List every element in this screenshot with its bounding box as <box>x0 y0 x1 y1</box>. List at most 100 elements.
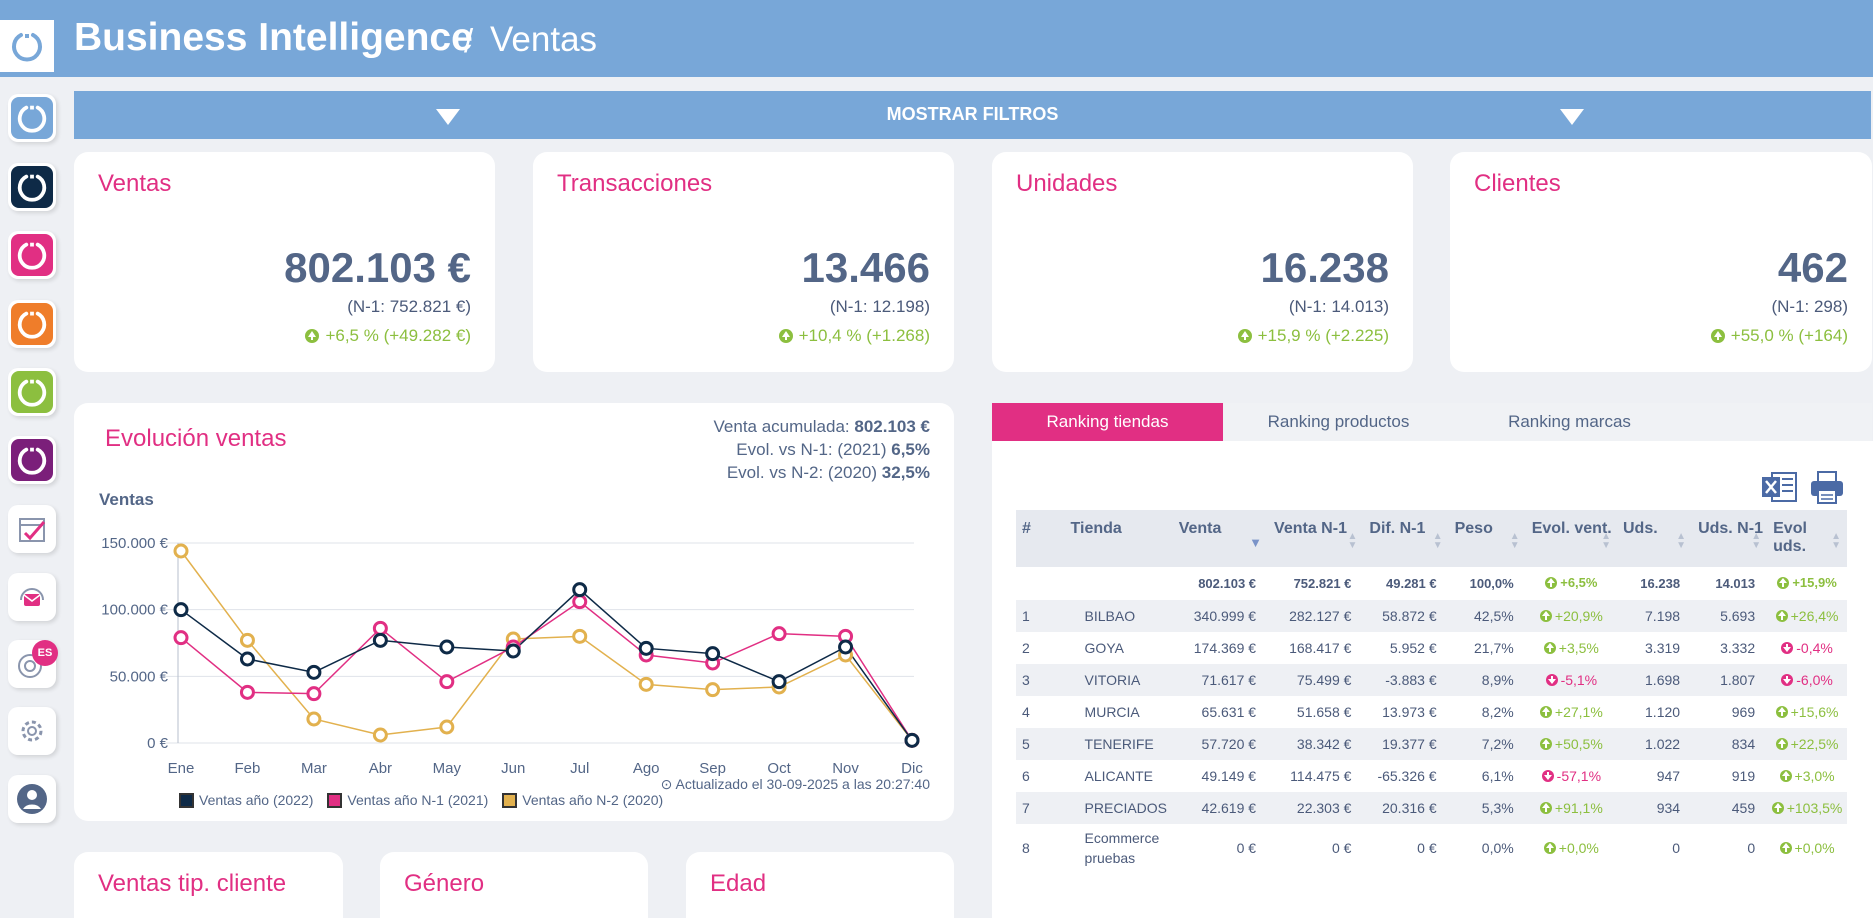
evol-uds: +15,6% <box>1775 704 1839 720</box>
evol-uds: +0,0% <box>1779 840 1835 856</box>
tab-ranking-productos[interactable]: Ranking productos <box>1267 412 1410 431</box>
sort-desc-icon: ▼ <box>1249 535 1263 550</box>
cell-peso: 8,9% <box>1448 664 1526 696</box>
cell-venta: 42.619 € <box>1172 792 1269 824</box>
show-filters-bar[interactable]: MOSTRAR FILTROS <box>74 91 1871 139</box>
sidebar-item-bi-pink[interactable] <box>8 231 56 279</box>
x-tick-label: Ene <box>168 760 195 777</box>
app-logo[interactable] <box>0 20 54 72</box>
series-line-2 <box>180 550 913 741</box>
kpi-previous: (N-1: 14.013) <box>1288 297 1389 316</box>
cell-peso: 6,1% <box>1481 768 1514 784</box>
sidebar-item-bi-navy[interactable] <box>8 163 56 211</box>
cell-uds: 16.238 <box>1640 576 1681 591</box>
data-point <box>705 682 721 698</box>
table-row[interactable]: 5 TENERIFE 57.720 €38.342 €19.377 €7,2% +50… <box>1016 728 1847 760</box>
legend-item[interactable]: Ventas año N-1 (2021) <box>327 792 488 808</box>
col-header-rank: # <box>1016 510 1055 567</box>
card-edad: Edad <box>686 852 954 918</box>
cell-tienda: GOYA <box>1084 640 1124 656</box>
data-point <box>638 676 654 692</box>
print-icon[interactable] <box>1808 470 1846 506</box>
cell-peso: 21,7% <box>1474 640 1514 656</box>
table-row[interactable]: 3 VITORIA 71.617 €75.499 € -3.883 €8,9% -5,1… <box>1016 664 1847 696</box>
tab-ranking-tiendas[interactable]: Ranking tiendas <box>992 403 1223 441</box>
table-row[interactable]: 2 GOYA 174.369 € 168.417 € 5.952 € 21,7% +3,5%… <box>1016 632 1847 664</box>
col-header-uds-n1[interactable]: Uds. N-1 ▲ ▼ <box>1692 510 1768 567</box>
vs-n2-label: Evol. vs N-2: (2020) <box>726 463 878 482</box>
col-header-dif-n1-label: Dif. N-1 <box>1369 520 1426 537</box>
kpi-evolution: +6,5 % (+49.282 €) <box>305 326 471 346</box>
sidebar-item-user-profile-icon[interactable] <box>8 775 56 823</box>
sidebar-item-bi-green[interactable] <box>8 368 56 416</box>
legend-label: Ventas año N-2 (2020) <box>522 792 664 808</box>
cell-venta-n1: 114.475 € <box>1290 768 1352 784</box>
table-total-row: 802.103 € 752.821 € 49.281 € 100,0% +6,5% 16.… <box>1016 567 1847 600</box>
col-header-dif-n1[interactable]: Dif. N-1 ▲ ▼ <box>1363 510 1449 567</box>
cell-evol-vent: +27,1% <box>1526 696 1617 728</box>
col-header-evol-uds[interactable]: Evol uds. ▲ ▼ <box>1767 510 1847 567</box>
kpi-evolution: +55,0 % (+164) <box>1710 326 1848 346</box>
sidebar-item-calendar-check-icon[interactable] <box>8 505 56 553</box>
sort-icon: ▲ ▼ <box>1347 531 1358 551</box>
arrow-up-icon <box>1543 841 1556 854</box>
arrow-up-icon <box>1775 705 1788 718</box>
col-header-evol-vent[interactable]: Evol. vent. ▲ ▼ <box>1525 510 1617 567</box>
evolution-vs-n2: Evol. vs N-2: (2020) 32,5% <box>727 463 930 483</box>
ranking-panel: # Tienda Venta ▼ Venta N-1 ▲ ▼ Dif. N-1 ▲ ▼ P… <box>992 441 1873 918</box>
data-point <box>572 582 588 598</box>
cell-tienda: ALICANTE <box>1084 768 1154 784</box>
legend-swatch <box>502 792 518 808</box>
sort-icon: ▲ ▼ <box>1676 531 1687 551</box>
table-row[interactable]: 7 PRECIADOS 42.619 €22.303 €20.316 €5,3% +9… <box>1016 792 1847 824</box>
arrow-up-icon <box>305 329 320 343</box>
table-row[interactable]: 1 BILBAO 340.999 €282.127 €58.872 €42,5% +2… <box>1016 600 1847 632</box>
tab-ranking-marcas[interactable]: Ranking marcas <box>1508 412 1631 431</box>
bi-orange-module-icon <box>11 303 53 345</box>
cell-venta-n1: 752.821 € <box>1293 576 1352 591</box>
sidebar-item-mail-headset-icon[interactable] <box>8 573 56 621</box>
sidebar-item-settings-gear-icon[interactable] <box>8 707 56 755</box>
data-point <box>638 640 654 656</box>
sort-icon: ▲ ▼ <box>1751 531 1762 551</box>
x-tick-label: May <box>433 760 462 777</box>
sidebar-item-bi-light-blue[interactable] <box>8 94 56 142</box>
legend-item[interactable]: Ventas año N-2 (2020) <box>502 792 663 808</box>
excel-export-icon[interactable] <box>1760 470 1798 504</box>
sidebar-item-chat-language-icon[interactable]: ES <box>8 640 58 688</box>
x-tick-label: Nov <box>832 760 859 777</box>
arrow-down-icon <box>1541 769 1554 782</box>
sidebar-item-bi-orange[interactable] <box>8 300 56 348</box>
table-row[interactable]: 4 MURCIA 65.631 € 51.658 € 13.973 € 8,2% +27,1… <box>1016 696 1847 728</box>
sidebar-item-bi-purple[interactable] <box>8 436 56 484</box>
cell-venta-n1: 38.342 € <box>1268 728 1364 760</box>
col-header-tienda[interactable]: Tienda <box>1054 510 1173 567</box>
cell-venta: 174.369 € <box>1193 640 1257 656</box>
col-header-venta[interactable]: Venta ▼ <box>1172 510 1269 567</box>
y-tick-label: 0 € <box>147 735 169 752</box>
data-point <box>505 643 521 659</box>
table-row[interactable]: 8 Ecommerce pruebas 0 € 0 € 0 € 0,0% +0,0% 0 0 +0,… <box>1016 824 1847 872</box>
table-row[interactable]: 6 ALICANTE 49.149 € 114.475 € -65.326 € 6,1% -… <box>1016 760 1847 792</box>
cell-venta: 57.720 € <box>1172 728 1269 760</box>
cell-evol-uds: -0,4% <box>1767 632 1847 664</box>
evol-vent: +6,5% <box>1545 575 1597 590</box>
col-header-peso[interactable]: Peso ▲ ▼ <box>1448 510 1526 567</box>
kpi-previous: (N-1: 12.198) <box>829 297 930 316</box>
evol-uds: +22,5% <box>1775 736 1839 752</box>
col-header-uds[interactable]: Uds. ▲ ▼ <box>1617 510 1693 567</box>
cell-uds-n1: 14.013 <box>1715 576 1756 591</box>
data-point <box>173 602 189 618</box>
col-header-peso-label: Peso <box>1454 520 1493 537</box>
cell-uds-n1: 834 <box>1692 728 1768 760</box>
show-filters-label: MOSTRAR FILTROS <box>886 104 1059 124</box>
arrow-up-icon <box>1777 576 1790 589</box>
cell-peso: 42,5% <box>1448 600 1526 632</box>
bi-light-blue-module-icon <box>11 97 53 139</box>
data-point <box>439 719 455 735</box>
legend-item[interactable]: Ventas año (2022) <box>179 792 313 808</box>
col-header-venta-n1[interactable]: Venta N-1 ▲ ▼ <box>1268 510 1364 567</box>
cell-peso: 8,2% <box>1481 704 1514 720</box>
cell-rank: 8 <box>1022 840 1030 856</box>
chart-title: Evolución ventas <box>105 425 287 452</box>
